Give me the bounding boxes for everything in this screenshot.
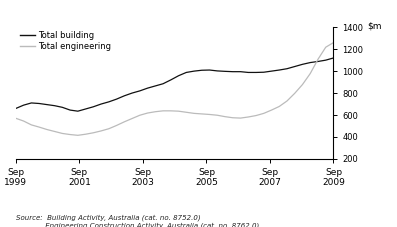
- Total engineering: [145, 112, 150, 114]
- Total building: [114, 98, 119, 101]
- Total engineering: [21, 120, 26, 122]
- Total engineering: [192, 112, 197, 115]
- Total engineering: [215, 114, 220, 117]
- Total engineering: [91, 131, 96, 134]
- Total building: [207, 69, 212, 71]
- Total engineering: [176, 110, 181, 113]
- Total building: [238, 70, 243, 73]
- Total building: [161, 82, 166, 85]
- Total engineering: [83, 133, 88, 136]
- Total engineering: [29, 123, 34, 126]
- Total building: [99, 103, 104, 105]
- Total building: [29, 102, 34, 104]
- Total engineering: [68, 133, 73, 136]
- Total building: [269, 70, 274, 72]
- Total building: [285, 67, 289, 70]
- Total building: [223, 70, 227, 73]
- Total building: [192, 70, 197, 72]
- Text: Source:  Building Activity, Australia (cat. no. 8752.0)
             Engineering: Source: Building Activity, Australia (ca…: [16, 215, 259, 227]
- Total building: [60, 106, 65, 109]
- Total building: [316, 60, 320, 63]
- Total engineering: [269, 109, 274, 111]
- Total engineering: [308, 72, 312, 75]
- Total engineering: [300, 83, 305, 86]
- Total engineering: [168, 109, 173, 112]
- Total engineering: [316, 58, 320, 61]
- Total building: [130, 92, 135, 94]
- Total building: [21, 104, 26, 106]
- Total building: [199, 69, 204, 72]
- Total engineering: [254, 114, 258, 117]
- Y-axis label: $m: $m: [368, 22, 382, 31]
- Total building: [75, 110, 80, 113]
- Total engineering: [331, 41, 336, 44]
- Total building: [137, 89, 142, 92]
- Total engineering: [285, 100, 289, 102]
- Total engineering: [261, 112, 266, 115]
- Total engineering: [52, 130, 57, 133]
- Legend: Total building, Total engineering: Total building, Total engineering: [20, 31, 112, 51]
- Total building: [153, 85, 158, 87]
- Total building: [106, 101, 111, 103]
- Total building: [254, 71, 258, 74]
- Total engineering: [75, 134, 80, 137]
- Total building: [44, 103, 49, 106]
- Total building: [300, 63, 305, 66]
- Line: Total engineering: Total engineering: [16, 43, 333, 135]
- Total building: [176, 74, 181, 77]
- Total building: [323, 59, 328, 62]
- Total engineering: [60, 132, 65, 135]
- Total engineering: [114, 124, 119, 127]
- Total engineering: [13, 117, 18, 120]
- Total building: [13, 107, 18, 110]
- Total building: [308, 61, 312, 64]
- Total engineering: [106, 127, 111, 130]
- Total engineering: [292, 92, 297, 95]
- Total engineering: [122, 121, 127, 123]
- Total engineering: [161, 109, 166, 112]
- Total engineering: [199, 113, 204, 115]
- Total building: [145, 87, 150, 89]
- Total engineering: [99, 130, 104, 132]
- Total engineering: [323, 46, 328, 49]
- Total engineering: [223, 115, 227, 118]
- Total building: [261, 71, 266, 74]
- Total building: [277, 69, 281, 71]
- Total building: [215, 69, 220, 72]
- Total engineering: [137, 114, 142, 117]
- Total building: [246, 71, 251, 74]
- Total building: [168, 79, 173, 81]
- Line: Total building: Total building: [16, 58, 333, 111]
- Total engineering: [44, 128, 49, 131]
- Total building: [91, 105, 96, 108]
- Total engineering: [246, 116, 251, 118]
- Total building: [331, 57, 336, 59]
- Total building: [37, 102, 42, 105]
- Total engineering: [277, 105, 281, 108]
- Total engineering: [230, 116, 235, 119]
- Total building: [122, 94, 127, 97]
- Total engineering: [207, 113, 212, 116]
- Total engineering: [37, 126, 42, 128]
- Total building: [184, 71, 189, 74]
- Total building: [292, 65, 297, 68]
- Total engineering: [238, 117, 243, 119]
- Total engineering: [153, 110, 158, 113]
- Total building: [230, 70, 235, 73]
- Total building: [83, 108, 88, 110]
- Total building: [52, 104, 57, 107]
- Total engineering: [130, 117, 135, 120]
- Total building: [68, 109, 73, 111]
- Total engineering: [184, 111, 189, 114]
